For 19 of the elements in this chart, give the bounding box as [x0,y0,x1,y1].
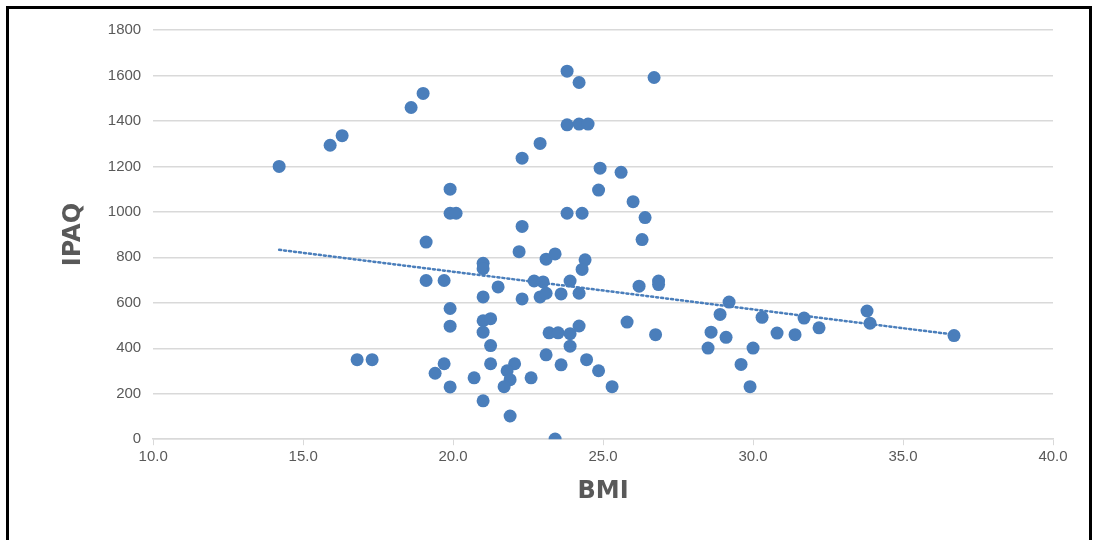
x-tick-label: 15.0 [288,447,318,465]
y-tick-label: 1800 [107,20,142,38]
x-tick-label: 30.0 [738,447,768,465]
y-tick-label: 0 [132,429,142,447]
x-tick-label: 20.0 [438,447,468,465]
y-tick-label: 400 [116,338,142,356]
y-tick-label: 1400 [107,111,142,129]
y-tick-label: 1000 [107,202,142,220]
x-tick-label: 35.0 [888,447,918,465]
y-tick-label: 1200 [107,156,142,174]
x-tick-label: 25.0 [588,447,618,465]
y-tick-label: 200 [116,383,142,401]
x-axis-title: BMI [577,475,629,504]
y-tick-label: 800 [116,247,142,265]
x-tick-label: 10.0 [138,447,168,465]
x-tick-label: 40.0 [1038,447,1068,465]
y-axis-title: IPAQ [57,202,86,267]
y-tick-label: 600 [116,292,142,310]
y-tick-label: 1600 [107,65,142,83]
